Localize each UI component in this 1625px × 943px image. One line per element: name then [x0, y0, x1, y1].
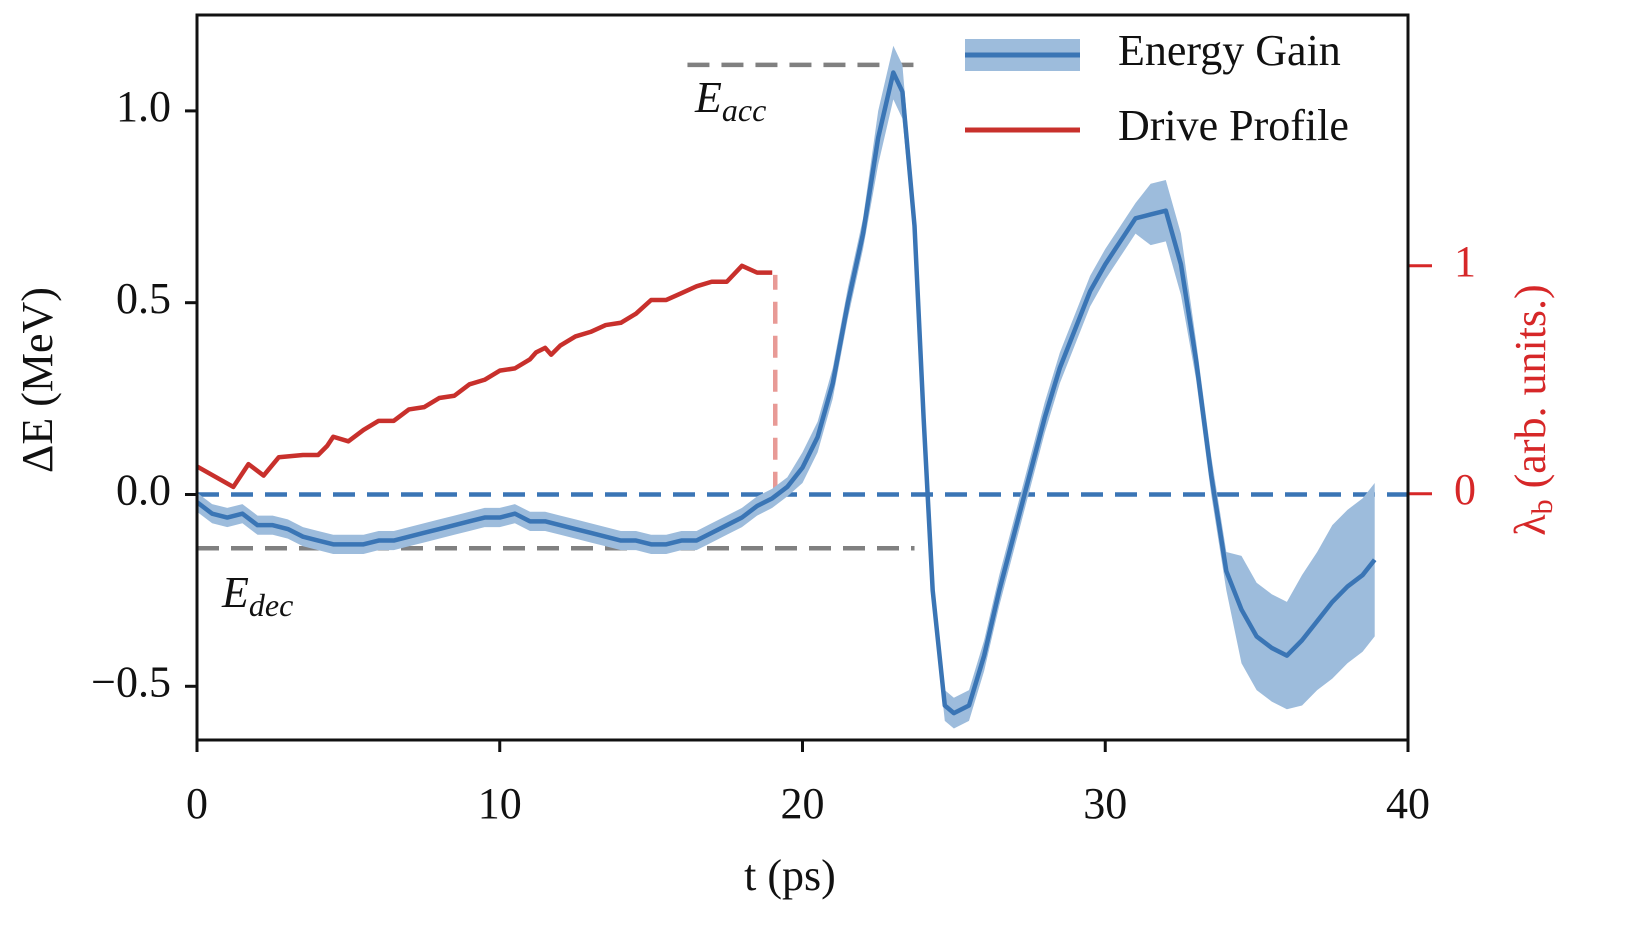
x-tick-label: 20 — [781, 779, 825, 828]
annotation-text: E — [221, 568, 249, 617]
y-tick-label: 1.0 — [116, 82, 171, 131]
annotation-text: E — [694, 73, 722, 122]
y-tick-label: 0.0 — [116, 466, 171, 515]
annotation: Eacc — [694, 73, 766, 128]
y2-tick-label: 0 — [1454, 465, 1476, 514]
annotation-subscript: acc — [722, 92, 766, 128]
y2-label-text: (arb. units.) — [1506, 284, 1555, 499]
y-axis-label: ΔE (MeV) — [13, 287, 62, 473]
legend-label: Drive Profile — [1118, 101, 1349, 150]
plot-frame — [195, 13, 1410, 742]
x-tick-label: 10 — [478, 779, 522, 828]
line — [195, 263, 773, 490]
y2-label-symbol: λ — [1506, 514, 1555, 536]
line — [195, 70, 1377, 716]
y2-tick-label: 1 — [1454, 237, 1476, 286]
x-tick-label: 0 — [186, 779, 208, 828]
y-tick-label: 0.5 — [116, 274, 171, 323]
annotation-subscript: dec — [249, 587, 293, 623]
x-tick-label: 40 — [1386, 779, 1430, 828]
legend-label: Energy Gain — [1118, 26, 1341, 75]
error-band — [197, 45, 1375, 729]
x-axis-label: t (ps) — [744, 851, 836, 900]
y2-label-subscript: b — [1526, 499, 1559, 514]
x-tick-label: 30 — [1083, 779, 1127, 828]
y2-axis-label: λb (arb. units.) — [1506, 284, 1559, 535]
y-tick-label: −0.5 — [91, 657, 171, 706]
annotation: Edec — [221, 568, 293, 623]
